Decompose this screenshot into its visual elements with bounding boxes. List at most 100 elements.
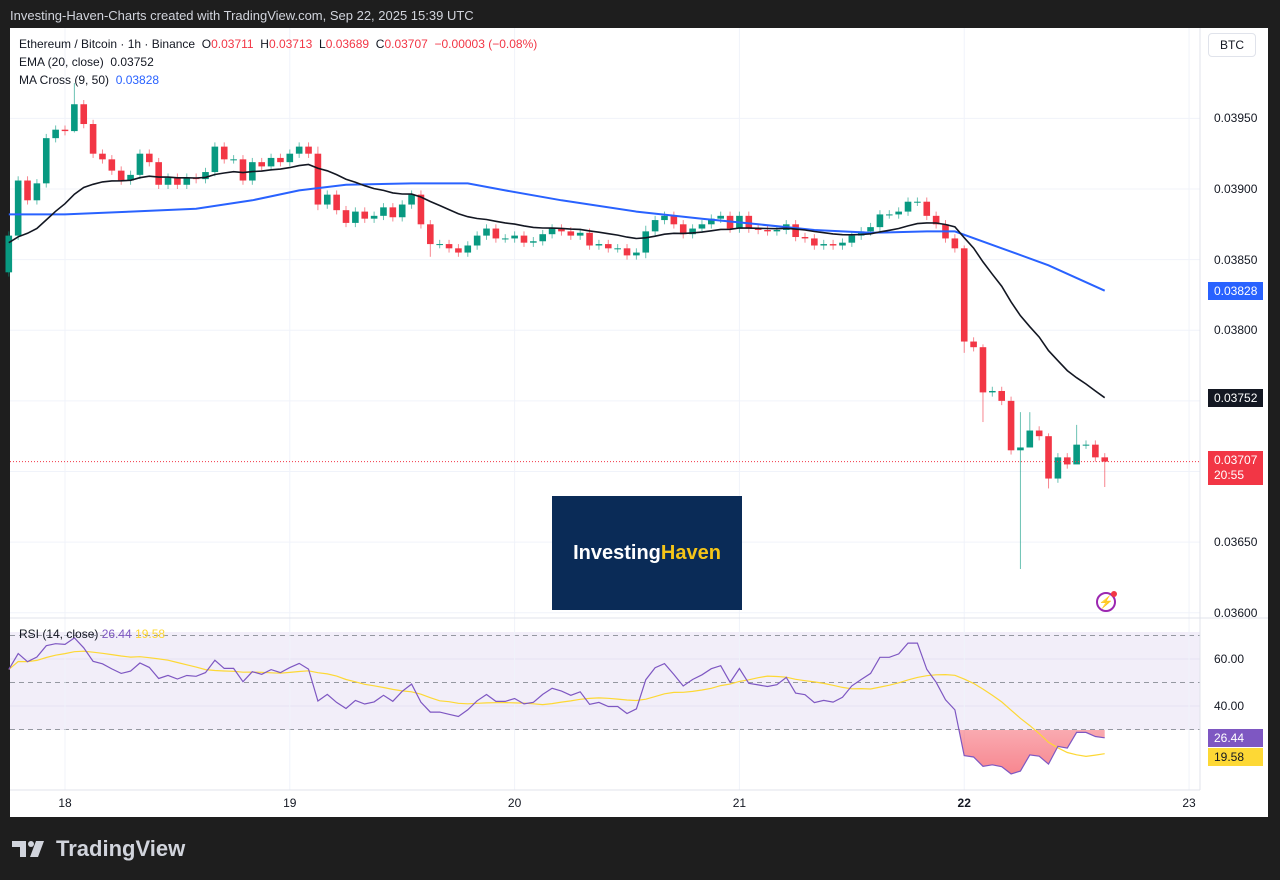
candle-body: [408, 194, 415, 205]
candle-body: [679, 224, 687, 235]
candle-body: [614, 248, 621, 250]
candle-body: [183, 177, 191, 185]
candle: [277, 153, 284, 167]
candle-body: [370, 215, 378, 219]
watermark-text-2: Haven: [660, 541, 721, 564]
candle-body: [558, 228, 565, 232]
candle: [408, 190, 415, 209]
candle-body: [455, 248, 462, 253]
candle: [146, 149, 153, 167]
candle: [389, 203, 397, 222]
candle-body: [698, 224, 706, 229]
candle: [651, 215, 659, 236]
candle-body: [520, 235, 528, 243]
candle: [427, 220, 434, 257]
candle-body: [174, 177, 181, 185]
candle-body: [530, 241, 537, 243]
tradingview-logo[interactable]: TradingView: [12, 836, 185, 862]
close-value: 0.03707: [384, 37, 428, 51]
candle: [979, 344, 987, 423]
low-label: L: [319, 37, 326, 51]
candle: [1026, 412, 1034, 448]
candle-body: [951, 238, 959, 249]
candle: [61, 125, 69, 136]
candle: [230, 155, 237, 164]
candle-body: [417, 194, 425, 225]
candle: [305, 142, 312, 158]
rsi-legend[interactable]: RSI (14, close) 26.44 19.58: [19, 627, 165, 641]
candle-body: [80, 104, 88, 125]
symbol-legend[interactable]: Ethereum / Bitcoin · 1h · Binance O0.037…: [19, 37, 537, 51]
candle: [539, 229, 547, 246]
candle-body: [576, 232, 584, 236]
candle: [989, 386, 996, 397]
candle: [267, 153, 275, 171]
candle: [361, 207, 369, 223]
price-tick-label: 0.03950: [1214, 111, 1258, 126]
candle: [398, 200, 406, 222]
currency-button[interactable]: BTC: [1208, 33, 1256, 57]
candle: [42, 133, 50, 188]
ma-cross-line: [8, 182, 1106, 292]
candle-body: [970, 341, 977, 348]
candle: [773, 225, 781, 236]
candle: [642, 225, 650, 259]
ma-legend[interactable]: MA Cross (9, 50) 0.03828: [19, 73, 159, 87]
candle: [801, 232, 809, 243]
price-tick-label: 0.03900: [1214, 182, 1258, 196]
chart-panel[interactable]: [10, 28, 1268, 817]
candle-body: [651, 220, 659, 232]
candle-body: [202, 172, 209, 180]
open-label: O: [201, 37, 212, 51]
candle-body: [829, 244, 837, 246]
candle-body: [1035, 430, 1043, 437]
candle-body: [792, 224, 799, 238]
change-value: −0.00003 (−0.08%): [434, 37, 538, 51]
candle: [14, 176, 22, 240]
investinghaven-watermark: Investing Haven: [552, 496, 742, 610]
candle-body: [445, 244, 453, 249]
candle: [885, 210, 893, 219]
candle-body: [567, 231, 575, 236]
candle-body: [24, 180, 31, 201]
candle: [220, 142, 228, 164]
candle-body: [108, 159, 116, 171]
candle-body: [661, 215, 668, 221]
candle-body: [314, 153, 322, 205]
candle: [1054, 453, 1062, 483]
candle: [333, 190, 340, 215]
ma-label: MA Cross (9, 50): [19, 73, 110, 87]
candle: [623, 244, 631, 260]
candle-body: [689, 228, 696, 235]
candle-body: [211, 146, 219, 173]
ema-legend[interactable]: EMA (20, close) 0.03752: [19, 55, 154, 69]
candle: [839, 238, 846, 250]
candle: [558, 224, 565, 236]
candle-body: [89, 124, 97, 154]
candle-body: [914, 201, 921, 203]
candle: [464, 241, 472, 257]
candle-body: [155, 162, 162, 185]
candle: [1082, 440, 1090, 449]
lightning-icon[interactable]: ⚡: [1096, 591, 1117, 612]
candle: [258, 157, 266, 171]
candle-body: [633, 252, 640, 256]
candle-body: [857, 231, 865, 236]
candle-body: [848, 235, 856, 243]
candle: [820, 239, 828, 250]
candle: [445, 239, 453, 253]
candle-body: [127, 174, 134, 181]
candle-body: [305, 146, 312, 154]
candle-body: [427, 224, 434, 245]
candle-body: [267, 157, 275, 167]
candle: [1045, 433, 1052, 489]
candle: [698, 220, 706, 233]
candle-body: [979, 347, 987, 393]
candle: [1101, 453, 1109, 488]
candle-body: [464, 245, 472, 253]
candle: [586, 228, 593, 250]
tradingview-brand-text: TradingView: [56, 836, 186, 861]
ema-value: 0.03752: [110, 55, 154, 69]
candle: [211, 142, 219, 177]
